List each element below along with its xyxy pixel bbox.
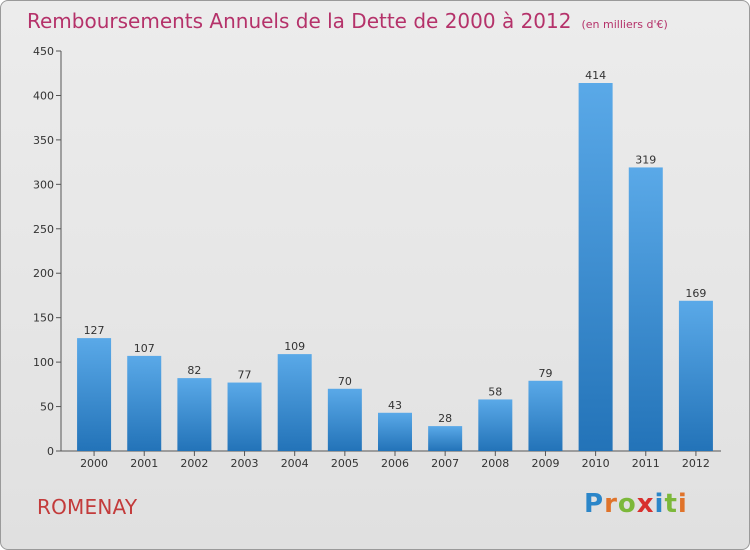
x-tick-label-2005: 2005: [331, 457, 359, 470]
chart-title: Remboursements Annuels de la Dette de 20…: [27, 9, 668, 33]
proxiti-logo: Proxiti: [584, 489, 688, 519]
bar-2001: [127, 355, 162, 451]
x-tick-label-2012: 2012: [682, 457, 710, 470]
y-tick-label: 200: [33, 267, 54, 280]
data-label-2006: 43: [388, 399, 402, 412]
data-label-2007: 28: [438, 412, 452, 425]
bar-2002: [177, 378, 212, 451]
data-label-2000: 127: [84, 324, 105, 337]
y-tick-label: 100: [33, 356, 54, 369]
data-label-2010: 414: [585, 69, 606, 82]
data-label-2012: 169: [685, 287, 706, 300]
x-tick-label-2008: 2008: [481, 457, 509, 470]
data-label-2003: 77: [238, 369, 252, 382]
x-tick-label-2004: 2004: [281, 457, 309, 470]
data-label-2008: 58: [488, 385, 502, 398]
bar-2006: [378, 412, 412, 451]
y-tick-label: 300: [33, 178, 54, 191]
bar-2012: [678, 300, 713, 451]
x-tick-label-2001: 2001: [130, 457, 158, 470]
x-tick-label-2000: 2000: [80, 457, 108, 470]
x-tick-label-2009: 2009: [531, 457, 559, 470]
x-tick-label-2007: 2007: [431, 457, 459, 470]
data-label-2004: 109: [284, 340, 305, 353]
bar-2010: [578, 83, 613, 451]
data-label-2011: 319: [635, 153, 656, 166]
x-tick-label-2011: 2011: [632, 457, 660, 470]
y-tick-label: 400: [33, 89, 54, 102]
bar-2007: [428, 426, 463, 451]
y-tick-label: 450: [33, 45, 54, 58]
commune-name: ROMENAY: [37, 495, 138, 519]
chart-title-text: Remboursements Annuels de la Dette de 20…: [27, 9, 572, 33]
bar-2005: [327, 388, 362, 451]
chart-labels: 127 2000 107 2001 82 2002 77 2003 109 2004 70 2005 4…: [80, 69, 710, 470]
data-label-2005: 70: [338, 375, 352, 388]
data-label-2009: 79: [538, 367, 552, 380]
bar-2004: [277, 354, 312, 451]
y-tick-label: 0: [47, 445, 54, 458]
bar-2011: [628, 167, 663, 451]
chart-unit-label: (en milliers d'€): [581, 18, 668, 31]
bar-2009: [528, 380, 563, 451]
y-tick-label: 150: [33, 312, 54, 325]
bar-2003: [227, 382, 262, 451]
bar-2000: [77, 338, 112, 451]
data-label-2002: 82: [187, 364, 201, 377]
x-tick-label-2006: 2006: [381, 457, 409, 470]
bar-2008: [478, 399, 513, 451]
x-tick-label-2010: 2010: [582, 457, 610, 470]
y-tick-label: 350: [33, 134, 54, 147]
x-tick-label-2003: 2003: [231, 457, 259, 470]
y-tick-label: 250: [33, 223, 54, 236]
chart-bars: [77, 83, 713, 451]
y-tick-label: 50: [40, 401, 54, 414]
x-tick-label-2002: 2002: [180, 457, 208, 470]
data-label-2001: 107: [134, 342, 155, 355]
